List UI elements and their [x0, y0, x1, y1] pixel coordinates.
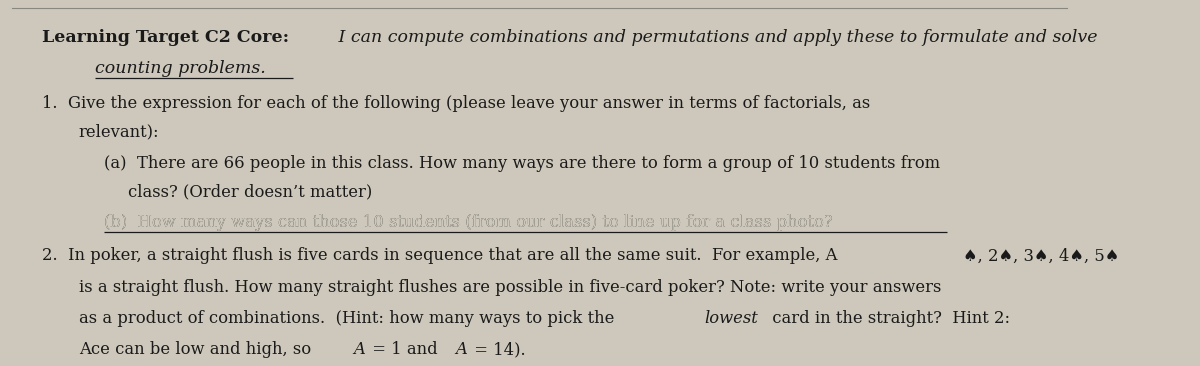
Text: Ace can be low and high, so: Ace can be low and high, so [79, 341, 317, 358]
Text: ♠, 2♠, 3♠, 4♠, 5♠: ♠, 2♠, 3♠, 4♠, 5♠ [964, 247, 1120, 264]
Text: Learning Target C2 Core:: Learning Target C2 Core: [42, 29, 289, 46]
Text: class? (Order doesn’t matter): class? (Order doesn’t matter) [128, 184, 373, 201]
Text: = 14).: = 14). [469, 341, 526, 358]
Text: = 1 and: = 1 and [367, 341, 443, 358]
Text: relevant):: relevant): [79, 124, 160, 141]
Text: (b)  How many ways can those 10 students (from our class) to line up for a class: (b) How many ways can those 10 students … [103, 213, 833, 231]
Text: 2.  In poker, a straight flush is five cards in sequence that are all the same s: 2. In poker, a straight flush is five ca… [42, 247, 838, 264]
Text: lowest: lowest [704, 310, 758, 327]
Text: A: A [455, 341, 467, 358]
Text: as a product of combinations.  (Hint: how many ways to pick the: as a product of combinations. (Hint: how… [79, 310, 619, 327]
Text: 1.  Give the expression for each of the following (please leave your answer in t: 1. Give the expression for each of the f… [42, 95, 870, 112]
Text: I can compute combinations and permutations and apply these to formulate and sol: I can compute combinations and permutati… [332, 29, 1097, 46]
Text: (a)  There are 66 people in this class. How many ways are there to form a group : (a) There are 66 people in this class. H… [103, 155, 940, 172]
Text: A: A [354, 341, 366, 358]
Text: counting problems.: counting problems. [95, 60, 265, 77]
Text: (b)  How many ways can those 10 students (from our class) to line up for a class: (b) How many ways can those 10 students … [103, 213, 833, 231]
Text: is a straight flush. How many straight flushes are possible in five-card poker? : is a straight flush. How many straight f… [79, 279, 941, 296]
Text: card in the straight?  Hint 2:: card in the straight? Hint 2: [767, 310, 1010, 327]
